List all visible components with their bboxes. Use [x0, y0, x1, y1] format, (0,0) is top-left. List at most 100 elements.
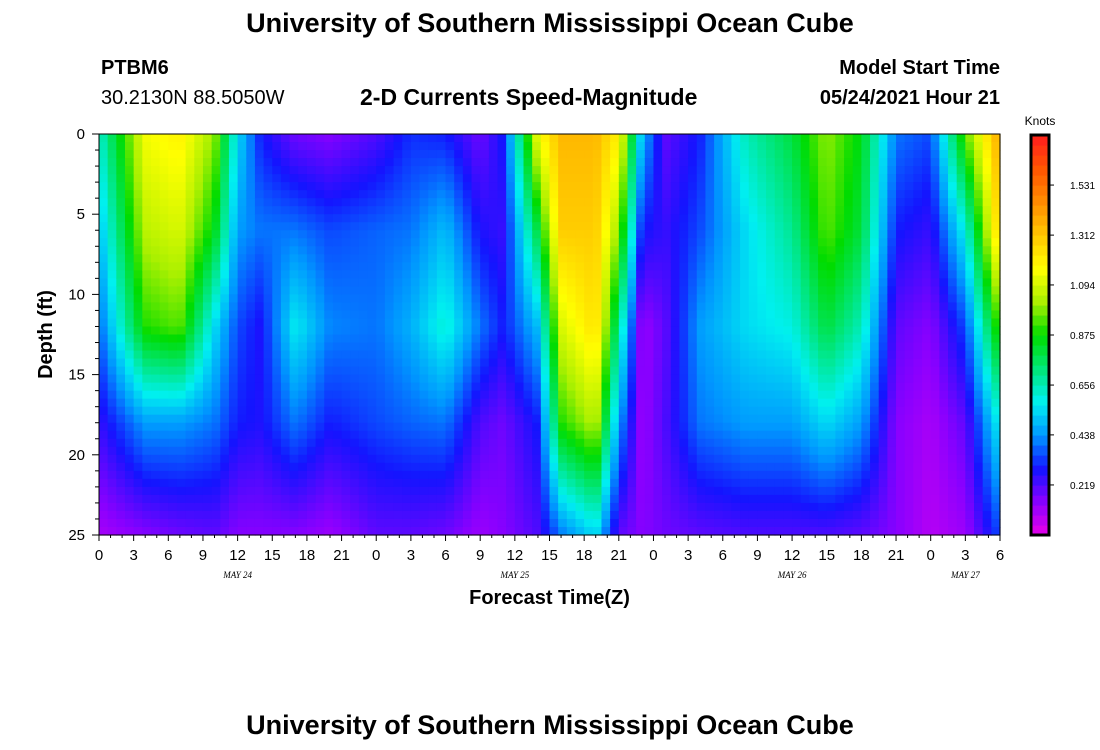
- heatmap-cell: [220, 518, 230, 528]
- heatmap-cell: [826, 478, 836, 488]
- heatmap-cell: [445, 502, 455, 512]
- heatmap-cell: [748, 374, 759, 384]
- heatmap-cell: [696, 406, 707, 416]
- heatmap-cell: [584, 510, 594, 520]
- heatmap-cell: [904, 254, 914, 263]
- heatmap-cell: [939, 214, 949, 223]
- heatmap-cell: [757, 278, 767, 287]
- heatmap-cell: [575, 190, 585, 199]
- heatmap-cell: [376, 390, 386, 400]
- heatmap-cell: [116, 326, 126, 336]
- heatmap-cell: [662, 222, 672, 231]
- heatmap-cell: [506, 350, 516, 360]
- heatmap-cell: [558, 246, 568, 255]
- heatmap-cell: [549, 286, 559, 295]
- heatmap-cell: [358, 182, 369, 191]
- heatmap-cell: [176, 134, 187, 143]
- heatmap-cell: [904, 190, 914, 199]
- heatmap-cell: [523, 358, 533, 368]
- heatmap-cell: [627, 398, 637, 408]
- heatmap-cell: [757, 430, 767, 440]
- heatmap-cell: [835, 230, 845, 239]
- heatmap-cell: [176, 390, 187, 400]
- heatmap-cell: [133, 454, 143, 464]
- heatmap-cell: [393, 286, 403, 295]
- heatmap-cell: [393, 382, 403, 392]
- heatmap-cell: [488, 486, 499, 496]
- heatmap-cell: [263, 174, 273, 183]
- heatmap-cell: [150, 142, 161, 151]
- heatmap-cell: [298, 182, 308, 191]
- heatmap-cell: [852, 518, 862, 528]
- heatmap-cell: [696, 150, 707, 159]
- heatmap-cell: [740, 446, 750, 456]
- heatmap-cell: [913, 182, 923, 191]
- heatmap-cell: [610, 142, 620, 151]
- heatmap-cell: [610, 334, 620, 344]
- heatmap-cell: [471, 470, 481, 480]
- heatmap-cell: [280, 454, 291, 464]
- heatmap-cell: [809, 190, 819, 199]
- heatmap-cell: [488, 246, 499, 255]
- heatmap-cell: [549, 206, 559, 215]
- heatmap-cell: [488, 190, 499, 199]
- heatmap-cell: [757, 382, 767, 392]
- heatmap-cell: [211, 406, 221, 416]
- heatmap-cell: [939, 142, 949, 151]
- heatmap-cell: [298, 302, 308, 312]
- heatmap-cell: [835, 150, 845, 159]
- heatmap-cell: [532, 190, 542, 199]
- heatmap-cell: [506, 366, 516, 376]
- heatmap-cell: [99, 262, 109, 271]
- heatmap-cell: [263, 214, 273, 223]
- heatmap-cell: [688, 262, 698, 271]
- heatmap-cell: [159, 334, 169, 344]
- heatmap-cell: [636, 142, 646, 151]
- heatmap-cell: [280, 150, 291, 159]
- heatmap-cell: [402, 294, 412, 304]
- heatmap-cell: [861, 294, 871, 304]
- heatmap-cell: [523, 294, 533, 304]
- heatmap-cell: [124, 142, 135, 151]
- heatmap-cell: [566, 358, 577, 368]
- heatmap-cell: [185, 510, 195, 520]
- heatmap-cell: [844, 414, 854, 424]
- heatmap-cell: [159, 358, 169, 368]
- heatmap-cell: [202, 390, 213, 400]
- heatmap-cell: [740, 222, 750, 231]
- heatmap-cell: [471, 190, 481, 199]
- heatmap-cell: [722, 246, 733, 255]
- heatmap-cell: [220, 390, 230, 400]
- heatmap-cell: [809, 318, 819, 328]
- heatmap-cell: [159, 294, 169, 304]
- heatmap-cell: [124, 222, 135, 231]
- heatmap-cell: [298, 246, 308, 255]
- heatmap-cell: [939, 198, 949, 207]
- heatmap-cell: [341, 230, 351, 239]
- heatmap-cell: [670, 206, 681, 215]
- heatmap-cell: [566, 382, 577, 392]
- heatmap-cell: [566, 510, 577, 520]
- heatmap-cell: [514, 166, 525, 175]
- heatmap-cell: [705, 302, 715, 312]
- heatmap-cell: [150, 454, 161, 464]
- heatmap-cell: [436, 262, 447, 271]
- heatmap-cell: [930, 422, 940, 432]
- heatmap-cell: [592, 262, 603, 271]
- heatmap-cell: [731, 518, 741, 528]
- heatmap-cell: [298, 382, 308, 392]
- heatmap-cell: [757, 302, 767, 312]
- heatmap-cell: [237, 150, 247, 159]
- heatmap-cell: [566, 222, 577, 231]
- heatmap-cell: [818, 502, 828, 512]
- heatmap-cell: [731, 366, 741, 376]
- heatmap-cell: [358, 526, 369, 536]
- heatmap-cell: [133, 502, 143, 512]
- heatmap-cell: [904, 502, 914, 512]
- heatmap-cell: [835, 502, 845, 512]
- heatmap-cell: [766, 134, 776, 143]
- heatmap-cell: [402, 326, 412, 336]
- heatmap-cell: [150, 334, 161, 344]
- heatmap-cell: [480, 262, 490, 271]
- heatmap-cell: [159, 422, 169, 432]
